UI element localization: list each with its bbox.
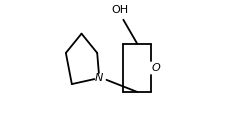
Text: O: O <box>152 63 161 73</box>
Text: N: N <box>95 73 103 83</box>
Text: OH: OH <box>111 5 128 15</box>
